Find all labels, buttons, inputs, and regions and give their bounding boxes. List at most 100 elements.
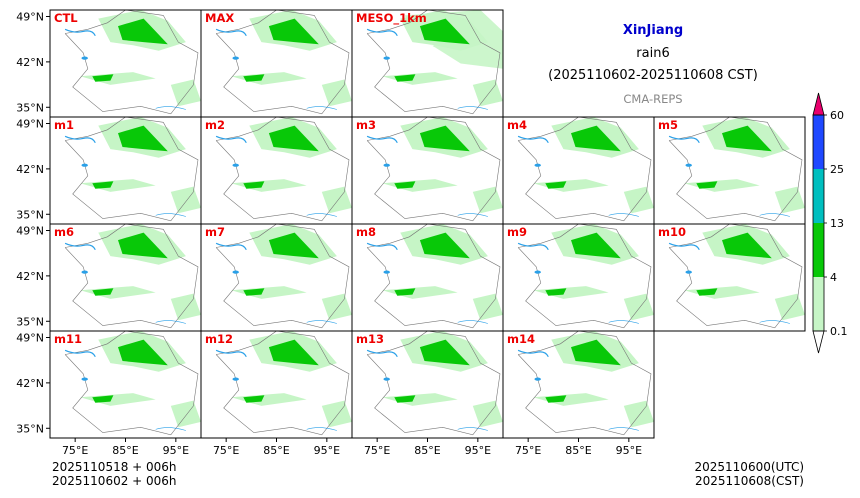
precip-area-south xyxy=(231,286,307,299)
precip-area-east xyxy=(170,400,201,428)
river xyxy=(759,213,790,217)
lat-tick-label: 42°N xyxy=(16,270,44,283)
precip-area-moderate xyxy=(571,125,621,152)
colorbar-segment xyxy=(813,115,824,169)
precip-area-south xyxy=(80,72,156,85)
lon-tick-label: 85°E xyxy=(263,444,289,457)
precip-area-moderate xyxy=(419,125,470,152)
precip-area-east xyxy=(774,293,805,321)
lake-balkhash xyxy=(215,349,247,357)
lon-tick-label: 95°E xyxy=(314,444,340,457)
precip-area-moderate xyxy=(419,18,470,45)
lake-balkhash xyxy=(366,349,398,357)
lake-issyk-kul xyxy=(232,270,239,274)
panel-label: m5 xyxy=(658,118,678,132)
precip-area-moderate xyxy=(268,339,319,366)
lake-balkhash xyxy=(517,242,549,250)
colorbar-tick-label: 13 xyxy=(830,217,844,230)
system-title: CMA-REPS xyxy=(623,92,683,106)
panel-label: m7 xyxy=(205,225,225,239)
precip-area-south-core xyxy=(92,288,114,296)
colorbar-tick-label: 4 xyxy=(830,271,837,284)
panel-label: m9 xyxy=(507,225,527,239)
lake-balkhash xyxy=(215,135,247,143)
lon-tick-label: 75°E xyxy=(62,444,88,457)
precip-area-east xyxy=(472,186,503,214)
panel-label: m2 xyxy=(205,118,225,132)
panel-label: MAX xyxy=(205,11,234,25)
precip-area-moderate xyxy=(268,18,319,45)
precip-area-east xyxy=(170,79,201,107)
panel-frame xyxy=(653,223,806,332)
province-border xyxy=(366,116,501,222)
lake-balkhash xyxy=(366,28,398,36)
precip-area-south-core xyxy=(394,74,416,82)
title-block: XinJiang rain6 (2025110602-2025110608 CS… xyxy=(523,22,783,110)
precip-area-east xyxy=(170,293,201,321)
colorbar-tick-label: 60 xyxy=(830,109,844,122)
panel-label: m1 xyxy=(54,118,74,132)
province-border xyxy=(517,330,652,436)
river xyxy=(759,320,790,324)
river xyxy=(155,106,186,110)
precip-area-east xyxy=(623,293,654,321)
river xyxy=(457,213,488,217)
lake-balkhash xyxy=(215,28,247,36)
precip-area-moderate xyxy=(571,232,621,259)
province-border xyxy=(64,223,199,329)
lon-tick-label: 95°E xyxy=(616,444,642,457)
precip-area-south-core xyxy=(394,395,416,403)
precip-area-east xyxy=(321,186,352,214)
river xyxy=(306,106,337,110)
lake-balkhash xyxy=(668,135,700,143)
province-border xyxy=(517,223,652,329)
precip-area-south xyxy=(684,286,760,299)
dry-patch xyxy=(397,42,436,59)
lat-tick-label: 49°N xyxy=(16,224,44,237)
precip-area-south xyxy=(80,286,156,299)
precip-area-south-core xyxy=(243,395,265,403)
colorbar-segment xyxy=(813,277,824,331)
lake-issyk-kul xyxy=(81,270,88,274)
panel-meso-1km: MESO_1km xyxy=(351,9,504,118)
lat-tick-label: 49°N xyxy=(16,117,44,130)
lat-tick-label: 35°N xyxy=(16,315,44,328)
region-title-text: XinJiang xyxy=(622,23,684,38)
lake-issyk-kul xyxy=(383,56,390,60)
precip-area-south xyxy=(382,179,458,192)
lake-issyk-kul xyxy=(81,163,88,167)
lat-tick-label: 42°N xyxy=(16,377,44,390)
panel-m5: m5 xyxy=(653,116,806,225)
river xyxy=(155,427,186,431)
lake-balkhash xyxy=(366,242,398,250)
province-border xyxy=(215,116,350,222)
panel-m1: m1 xyxy=(49,116,202,225)
precip-area-east xyxy=(623,186,654,214)
river xyxy=(306,213,337,217)
colorbar-extend-max xyxy=(812,92,825,116)
river xyxy=(306,427,337,431)
river xyxy=(608,320,639,324)
colorbar-segment xyxy=(813,223,824,277)
lake-balkhash xyxy=(215,242,247,250)
precip-area-moderate xyxy=(419,339,470,366)
lake-issyk-kul xyxy=(232,163,239,167)
province-border xyxy=(64,330,199,436)
lake-balkhash xyxy=(64,135,96,143)
lake-issyk-kul xyxy=(685,163,692,167)
province-border xyxy=(64,116,199,222)
panel-label: m8 xyxy=(356,225,376,239)
precip-area-south-core xyxy=(696,288,718,296)
precip-area-east xyxy=(623,400,654,428)
lake-issyk-kul xyxy=(383,270,390,274)
panel-ctl: CTL xyxy=(49,9,202,118)
precip-area-south xyxy=(684,179,760,192)
precip-area-moderate xyxy=(118,339,168,366)
variable-title: rain6 xyxy=(636,46,670,61)
lat-tick-label: 42°N xyxy=(16,56,44,69)
footer-valid-utc: 2025110600(UTC) xyxy=(694,460,805,474)
lake-issyk-kul xyxy=(81,56,88,60)
lon-tick-label: 75°E xyxy=(515,444,541,457)
panel-m9: m9 xyxy=(502,223,655,332)
